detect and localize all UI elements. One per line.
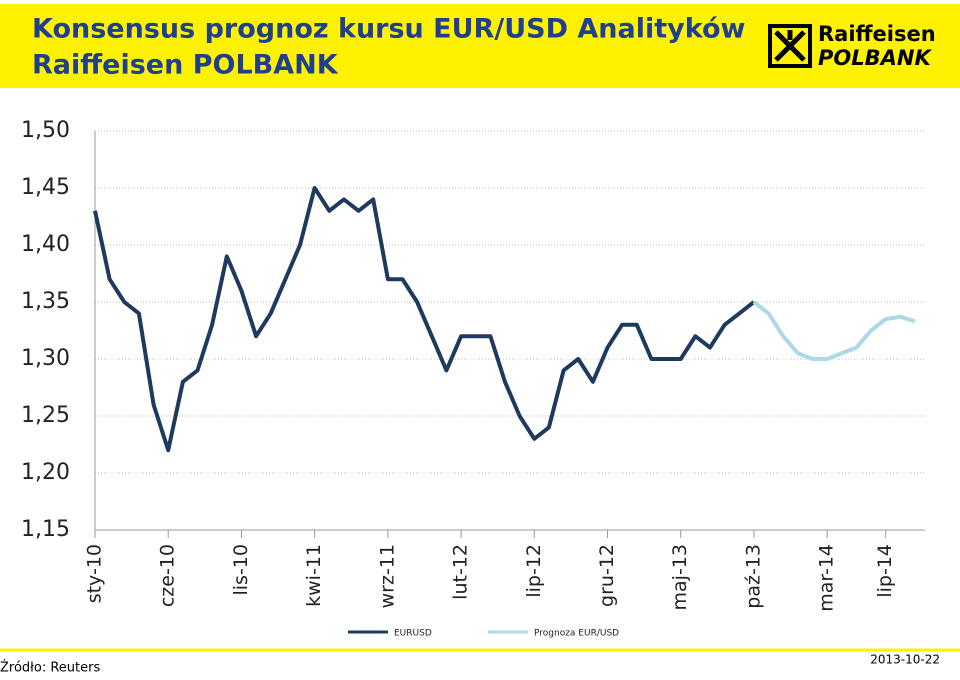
y-tick-label: 1,35	[21, 289, 70, 314]
x-tick-label: lip-14	[874, 544, 896, 598]
y-tick-label: 1,25	[21, 403, 70, 428]
x-tick-label: lut-12	[450, 544, 472, 600]
x-tick-label: mar-14	[816, 544, 838, 612]
legend-label: Prognoza EUR/USD	[534, 629, 619, 639]
x-tick-label: cze-10	[157, 544, 179, 607]
x-tick-label: kwi-11	[303, 544, 325, 607]
x-tick-label: sty-10	[84, 544, 106, 603]
y-tick-label: 1,45	[21, 175, 70, 200]
series-line	[752, 300, 916, 361]
series-line	[93, 186, 756, 453]
x-tick-label: gru-12	[596, 544, 618, 607]
date: 2013-10-22	[870, 653, 940, 667]
legend-label: EURUSD	[394, 629, 432, 639]
logo-text: POLBANK	[818, 46, 932, 70]
x-tick-label: lis-10	[230, 544, 252, 596]
logo: Raiffeisen POLBANK	[768, 22, 936, 70]
x-tick-label: maj-13	[669, 544, 691, 610]
source: Źródło: Reuters	[0, 660, 100, 676]
x-tick-label: wrz-11	[376, 544, 398, 608]
logo-text: Raiffeisen	[818, 22, 936, 46]
y-tick-label: 1,20	[21, 460, 70, 485]
x-tick-label: lip-12	[523, 544, 545, 598]
y-tick-label: 1,40	[21, 232, 70, 257]
title: Raiffeisen POLBANK	[32, 50, 339, 81]
x-tick-label: paź-13	[742, 544, 764, 609]
logo-icon	[774, 30, 806, 62]
y-tick-label: 1,15	[21, 517, 70, 542]
y-tick-label: 1,50	[21, 118, 70, 143]
y-tick-label: 1,30	[21, 346, 70, 371]
title: Konsensus prognoz kursu EUR/USD Analityk…	[32, 14, 745, 45]
